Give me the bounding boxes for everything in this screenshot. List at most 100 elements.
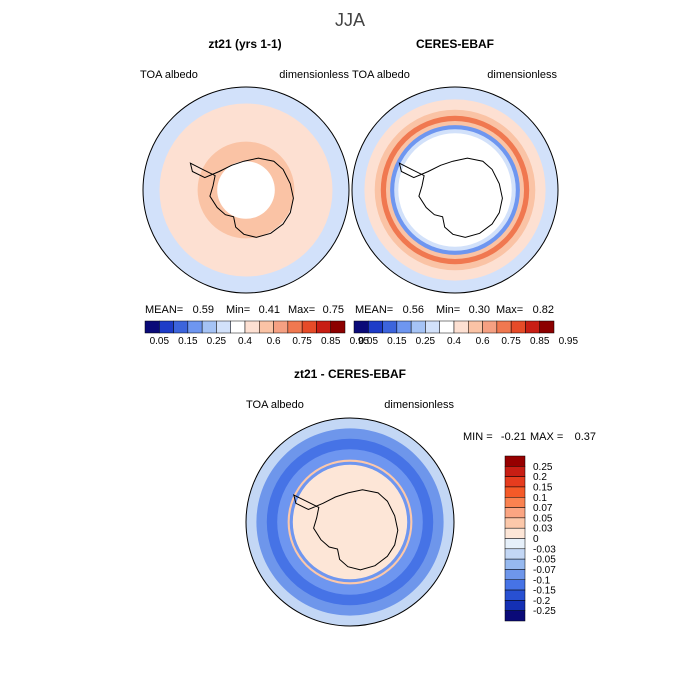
panel-obs-units: dimensionless: [487, 69, 557, 81]
colorbar-0-swatch-0: [144, 320, 160, 334]
colorbar-diff-swatch-4: [504, 497, 526, 508]
colorbar-diff-tick-4: 0.07: [533, 503, 553, 514]
colorbar-1-swatch-3: [396, 320, 412, 334]
panel-obs-max-label: Max=: [496, 304, 523, 316]
panel-diff-colorbar: 0.250.20.150.10.070.050.030-0.03-0.05-0.…: [504, 455, 556, 622]
colorbar-diff-swatch-11: [504, 569, 526, 581]
panel-obs-mean-label: MEAN=: [355, 304, 393, 316]
colorbar-1-swatch-8: [468, 320, 483, 334]
panel-model-min-label: Min=: [226, 304, 250, 316]
colorbar-diff-swatch-10: [504, 558, 526, 570]
colorbar-1-swatch-6: [439, 320, 455, 334]
colorbar-1-tick-5: 0.75: [501, 336, 521, 347]
panel-model-colorbar: 0.05 0.15 0.25 0.4 0.6 0.75 0.85 0.95: [144, 320, 369, 347]
colorbar-diff-tick-13: -0.2: [533, 596, 551, 607]
map-2-contour-6: [292, 464, 408, 580]
colorbar-0-swatch-1: [159, 320, 174, 334]
colorbar-0-tick-3: 0.4: [238, 336, 252, 347]
panel-obs-title: CERES-EBAF: [416, 37, 494, 51]
colorbar-diff-tick-9: -0.05: [533, 555, 556, 566]
colorbar-0-swatch-6: [230, 320, 246, 334]
map-0-border: [142, 86, 350, 294]
colorbar-1-tick-1: 0.15: [387, 336, 407, 347]
colorbar-0-swatch-13: [330, 320, 346, 334]
panel-model-map: [142, 86, 350, 294]
panel-obs-stats: MEAN= 0.56 Min= 0.30 Max= 0.82: [355, 304, 554, 316]
panel-diff-map: [245, 417, 455, 627]
colorbar-0-swatch-8: [259, 320, 274, 334]
colorbar-diff-swatch-15: [504, 610, 526, 622]
panel-diff-title: zt21 - CERES-EBAF: [294, 367, 406, 381]
colorbar-diff-swatch-0: [504, 455, 526, 467]
colorbar-diff-tick-3: 0.1: [533, 493, 547, 504]
colorbar-diff-swatch-5: [504, 507, 526, 519]
panel-obs-map: [351, 86, 559, 294]
map-1-contour-7: [398, 133, 512, 247]
panel-obs-colorbar: 0.05 0.15 0.25 0.4 0.6 0.75 0.85 0.95: [353, 320, 579, 347]
map-2-coastline: [293, 489, 399, 571]
panel-obs-min-label: Min=: [436, 304, 460, 316]
colorbar-0-swatch-4: [201, 320, 217, 334]
panel-diff-min-label: MIN =: [463, 431, 493, 443]
colorbar-0-swatch-3: [187, 320, 203, 334]
colorbar-diff-swatch-7: [504, 527, 526, 539]
colorbar-diff-tick-10: -0.07: [533, 565, 556, 576]
colorbar-1-tick-7: 0.95: [559, 336, 579, 347]
colorbar-diff-tick-14: -0.25: [533, 606, 556, 617]
colorbar-0-swatch-7: [244, 320, 260, 334]
map-0-contour-3: [217, 161, 275, 219]
colorbar-0-tick-2: 0.25: [207, 336, 227, 347]
colorbar-diff-swatch-1: [504, 466, 526, 477]
colorbar-diff-tick-7: 0: [533, 534, 539, 545]
colorbar-diff-tick-1: 0.2: [533, 472, 547, 483]
panel-obs-variable: TOA albedo: [352, 69, 410, 81]
colorbar-0-tick-4: 0.6: [267, 336, 281, 347]
panel-model-units: dimensionless: [279, 69, 349, 81]
colorbar-1-tick-3: 0.4: [447, 336, 461, 347]
colorbar-0-swatch-12: [316, 320, 331, 334]
colorbar-1-swatch-10: [496, 320, 512, 334]
colorbar-1-swatch-0: [353, 320, 369, 334]
panel-obs-min-value: 0.30: [469, 304, 490, 316]
colorbar-0-swatch-2: [173, 320, 189, 334]
colorbar-1-swatch-7: [453, 320, 469, 334]
colorbar-0-swatch-11: [301, 320, 317, 334]
panel-diff: zt21 - CERES-EBAF TOA albedo dimensionle…: [245, 367, 596, 627]
colorbar-diff-tick-8: -0.03: [533, 544, 556, 555]
colorbar-diff-tick-0: 0.25: [533, 462, 553, 473]
colorbar-1-swatch-9: [482, 320, 498, 334]
panel-model-variable: TOA albedo: [140, 69, 198, 81]
panel-diff-max-value: 0.37: [575, 431, 596, 443]
colorbar-1-swatch-2: [382, 320, 398, 334]
panel-model-mean-label: MEAN=: [145, 304, 183, 316]
colorbar-diff-swatch-8: [504, 538, 526, 550]
panel-model-max-value: 0.75: [323, 304, 344, 316]
panel-diff-variable: TOA albedo: [246, 399, 304, 411]
panel-model-max-label: Max=: [288, 304, 315, 316]
map-1-coastline: [398, 157, 503, 238]
panel-diff-max-label: MAX =: [530, 431, 563, 443]
colorbar-1-tick-4: 0.6: [476, 336, 490, 347]
colorbar-diff-tick-12: -0.15: [533, 586, 556, 597]
colorbar-0-tick-6: 0.85: [321, 336, 341, 347]
colorbar-1-tick-2: 0.25: [416, 336, 436, 347]
colorbar-1-swatch-12: [525, 320, 540, 334]
panel-diff-units: dimensionless: [384, 399, 454, 411]
panel-obs: CERES-EBAF TOA albedo dimensionless MEAN…: [351, 37, 579, 347]
colorbar-1-tick-0: 0.05: [359, 336, 379, 347]
colorbar-diff-swatch-6: [504, 517, 526, 529]
colorbar-diff-tick-6: 0.03: [533, 524, 553, 535]
colorbar-1-swatch-13: [539, 320, 555, 334]
panel-model-mean-value: 0.59: [193, 304, 214, 316]
colorbar-0-tick-1: 0.15: [178, 336, 198, 347]
colorbar-1-swatch-1: [368, 320, 383, 334]
colorbar-0-tick-5: 0.75: [292, 336, 312, 347]
colorbar-0-tick-0: 0.05: [150, 336, 170, 347]
colorbar-diff-swatch-9: [504, 548, 526, 560]
panel-model-min-value: 0.41: [259, 304, 280, 316]
map-1-border: [351, 86, 559, 294]
colorbar-0-swatch-9: [273, 320, 289, 334]
colorbar-1-swatch-5: [425, 320, 440, 334]
panel-diff-min-value: -0.21: [501, 431, 526, 443]
